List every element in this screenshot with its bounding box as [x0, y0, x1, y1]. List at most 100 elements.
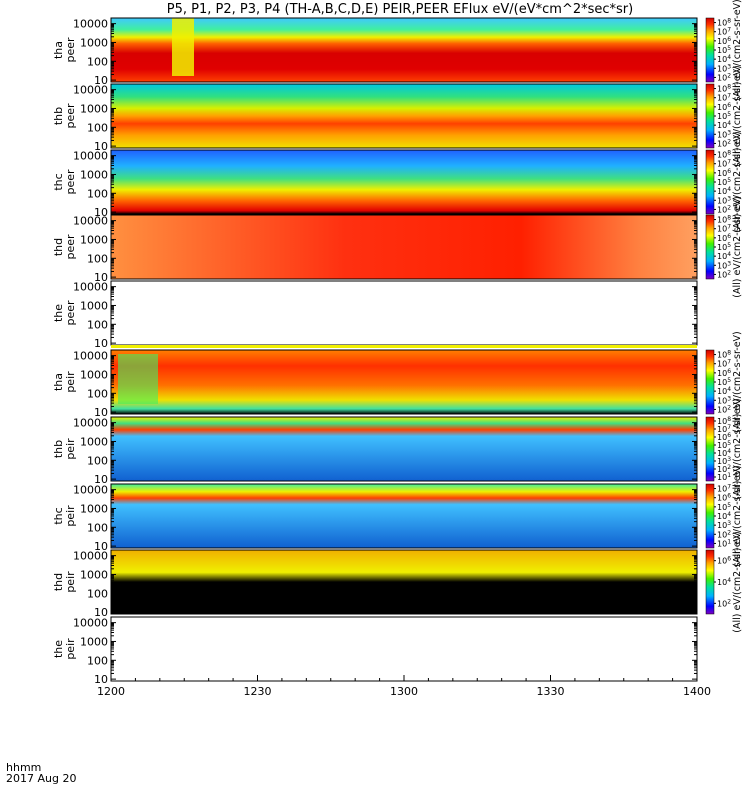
panel-ylabel: thcpeer [52, 169, 77, 195]
colorbar-label: (All) eV/(cm2-s-sr-eV) [732, 331, 743, 433]
x-tick-label: 1230 [244, 685, 272, 698]
colorbar-tick-label: 106 [717, 102, 731, 112]
data-gap-region [172, 18, 194, 76]
panel-separator-strip [111, 345, 697, 348]
y-tick-label: 100 [87, 187, 108, 200]
y-tick-label: 10000 [73, 617, 108, 630]
colorbar-tick-label: 103 [717, 63, 731, 73]
spectrogram-image [111, 215, 697, 279]
colorbar-tick-label: 102 [717, 598, 731, 608]
colorbar-tick-label: 104 [717, 120, 731, 130]
y-tick-label: 10 [94, 271, 108, 284]
colorbar-tick-label: 105 [717, 440, 731, 450]
colorbar-label: (All) eV/(cm2-s-sr-eV) [732, 398, 743, 500]
panel-thc-peir: 10100100010000thcpeir1011021031041051061… [52, 465, 743, 567]
y-tick-label: 100 [87, 521, 108, 534]
y-tick-label: 10 [94, 337, 108, 350]
colorbar-tick-label: 104 [717, 251, 731, 261]
colorbar-tick-label: 102 [717, 269, 731, 279]
colorbar-tick-label: 106 [717, 368, 731, 378]
panel-ylabel: thdpeer [52, 234, 77, 260]
colorbar [705, 149, 715, 215]
panel-tha-peir: 10100100010000thapeir1021031041051061071… [52, 331, 743, 433]
y-tick-label: 10 [94, 406, 108, 419]
panel-the-peir: 10 100 1000 10000 thepeir [52, 616, 698, 686]
x-tick-label: 1400 [683, 685, 711, 698]
y-tick-label: 10 [94, 540, 108, 553]
colorbar-tick-label: 108 [717, 215, 731, 225]
y-tick-label: 10 [94, 473, 108, 486]
y-tick-label: 10000 [73, 84, 108, 97]
colorbar-tick-label: 101 [717, 472, 731, 482]
colorbar-tick-label: 107 [717, 27, 731, 37]
colorbar-tick-label: 102 [717, 138, 731, 148]
y-tick-label: 100 [87, 252, 108, 265]
spectrogram-image [111, 84, 697, 148]
y-tick-label: 100 [87, 454, 108, 467]
panel-ylabel: thapeir [52, 371, 77, 393]
colorbar-tick-label: 108 [717, 350, 731, 360]
y-tick-label: 10000 [73, 281, 108, 294]
colorbar-tick-label: 107 [717, 359, 731, 369]
colorbar-label: (All) eV/(cm2-s-sr-eV) [732, 465, 743, 567]
panel-ylabel: thapeer [52, 37, 77, 63]
figure-title: P5, P1, P2, P3, P4 (TH-A,B,C,D,E) PEIR,P… [167, 2, 633, 17]
colorbar [705, 349, 715, 415]
colorbar-tick-label: 108 [717, 416, 731, 426]
panel-ylabel: thbpeer [52, 103, 77, 129]
panel-ylabel: thepeir [52, 638, 77, 660]
colorbar [705, 549, 715, 615]
empty-panel-area [111, 281, 697, 345]
panel-tha-peer: 10100100010000thapeer1021031041051061071… [52, 0, 743, 101]
y-tick-label: 10 [94, 140, 108, 153]
colorbar-tick-label: 103 [717, 260, 731, 270]
y-tick-label: 1000 [80, 233, 108, 246]
time-axis: 1200 1230 1300 1330 1400 [97, 675, 711, 698]
panel-thb-peir: 10100100010000thbpeir1011021031041051061… [52, 398, 743, 500]
colorbar-tick-label: 102 [717, 464, 731, 474]
colorbar-tick-label: 105 [717, 177, 731, 187]
y-tick-label: 1000 [80, 368, 108, 381]
y-tick-label: 100 [87, 121, 108, 134]
colorbar [705, 17, 715, 83]
colorbar [705, 83, 715, 149]
y-tick-label: 10 [94, 74, 108, 87]
spectrogram-image [111, 484, 697, 548]
colorbar-tick-label: 104 [717, 448, 731, 458]
y-tick-label: 100 [87, 587, 108, 600]
y-tick-label: 1000 [80, 568, 108, 581]
y-tick-label: 100 [87, 654, 108, 667]
empty-panel-area [111, 617, 697, 681]
panel-ylabel: thcpeir [52, 505, 77, 527]
colorbar-tick-label: 107 [717, 424, 731, 434]
colorbar-tick-label: 102 [717, 72, 731, 82]
panel-stack: 10100100010000thapeer1021031041051061071… [52, 0, 743, 686]
colorbar-label: (All) eV/(cm2-s-sr-eV) [732, 131, 743, 233]
colorbar-tick-label: 104 [717, 54, 731, 64]
y-tick-label: 1000 [80, 36, 108, 49]
colorbar-tick-label: 106 [717, 493, 731, 503]
colorbar-tick-label: 105 [717, 111, 731, 121]
y-tick-label: 10000 [73, 550, 108, 563]
y-tick-label: 10 [94, 206, 108, 219]
panel-thd-peir: 10 100 1000 10000 thdpeir 102 104 106 (All) eV/(… [52, 531, 743, 633]
y-tick-label: 10 [94, 606, 108, 619]
y-tick-label: 100 [87, 318, 108, 331]
y-tick-label: 10000 [73, 18, 108, 31]
colorbar-tick-label: 108 [717, 84, 731, 94]
colorbar-tick-label: 103 [717, 129, 731, 139]
date-label: 2017 Aug 20 [6, 772, 76, 785]
colorbar-tick-label: 105 [717, 502, 731, 512]
colorbar-label: (All) eV/(cm2-s-sr-eV) [732, 65, 743, 167]
y-tick-label: 1000 [80, 102, 108, 115]
spectrogram-image [111, 150, 697, 214]
time-label: hhmm [6, 761, 41, 774]
colorbar-tick-label: 107 [717, 93, 731, 103]
spectrogram-image [111, 350, 697, 414]
y-tick-label: 1000 [80, 635, 108, 648]
y-tick-label: 100 [87, 387, 108, 400]
spectrogram-image [111, 417, 697, 481]
panel-ylabel: thbpeir [52, 438, 77, 460]
colorbar [705, 214, 715, 280]
colorbar-tick-label: 107 [717, 484, 731, 494]
